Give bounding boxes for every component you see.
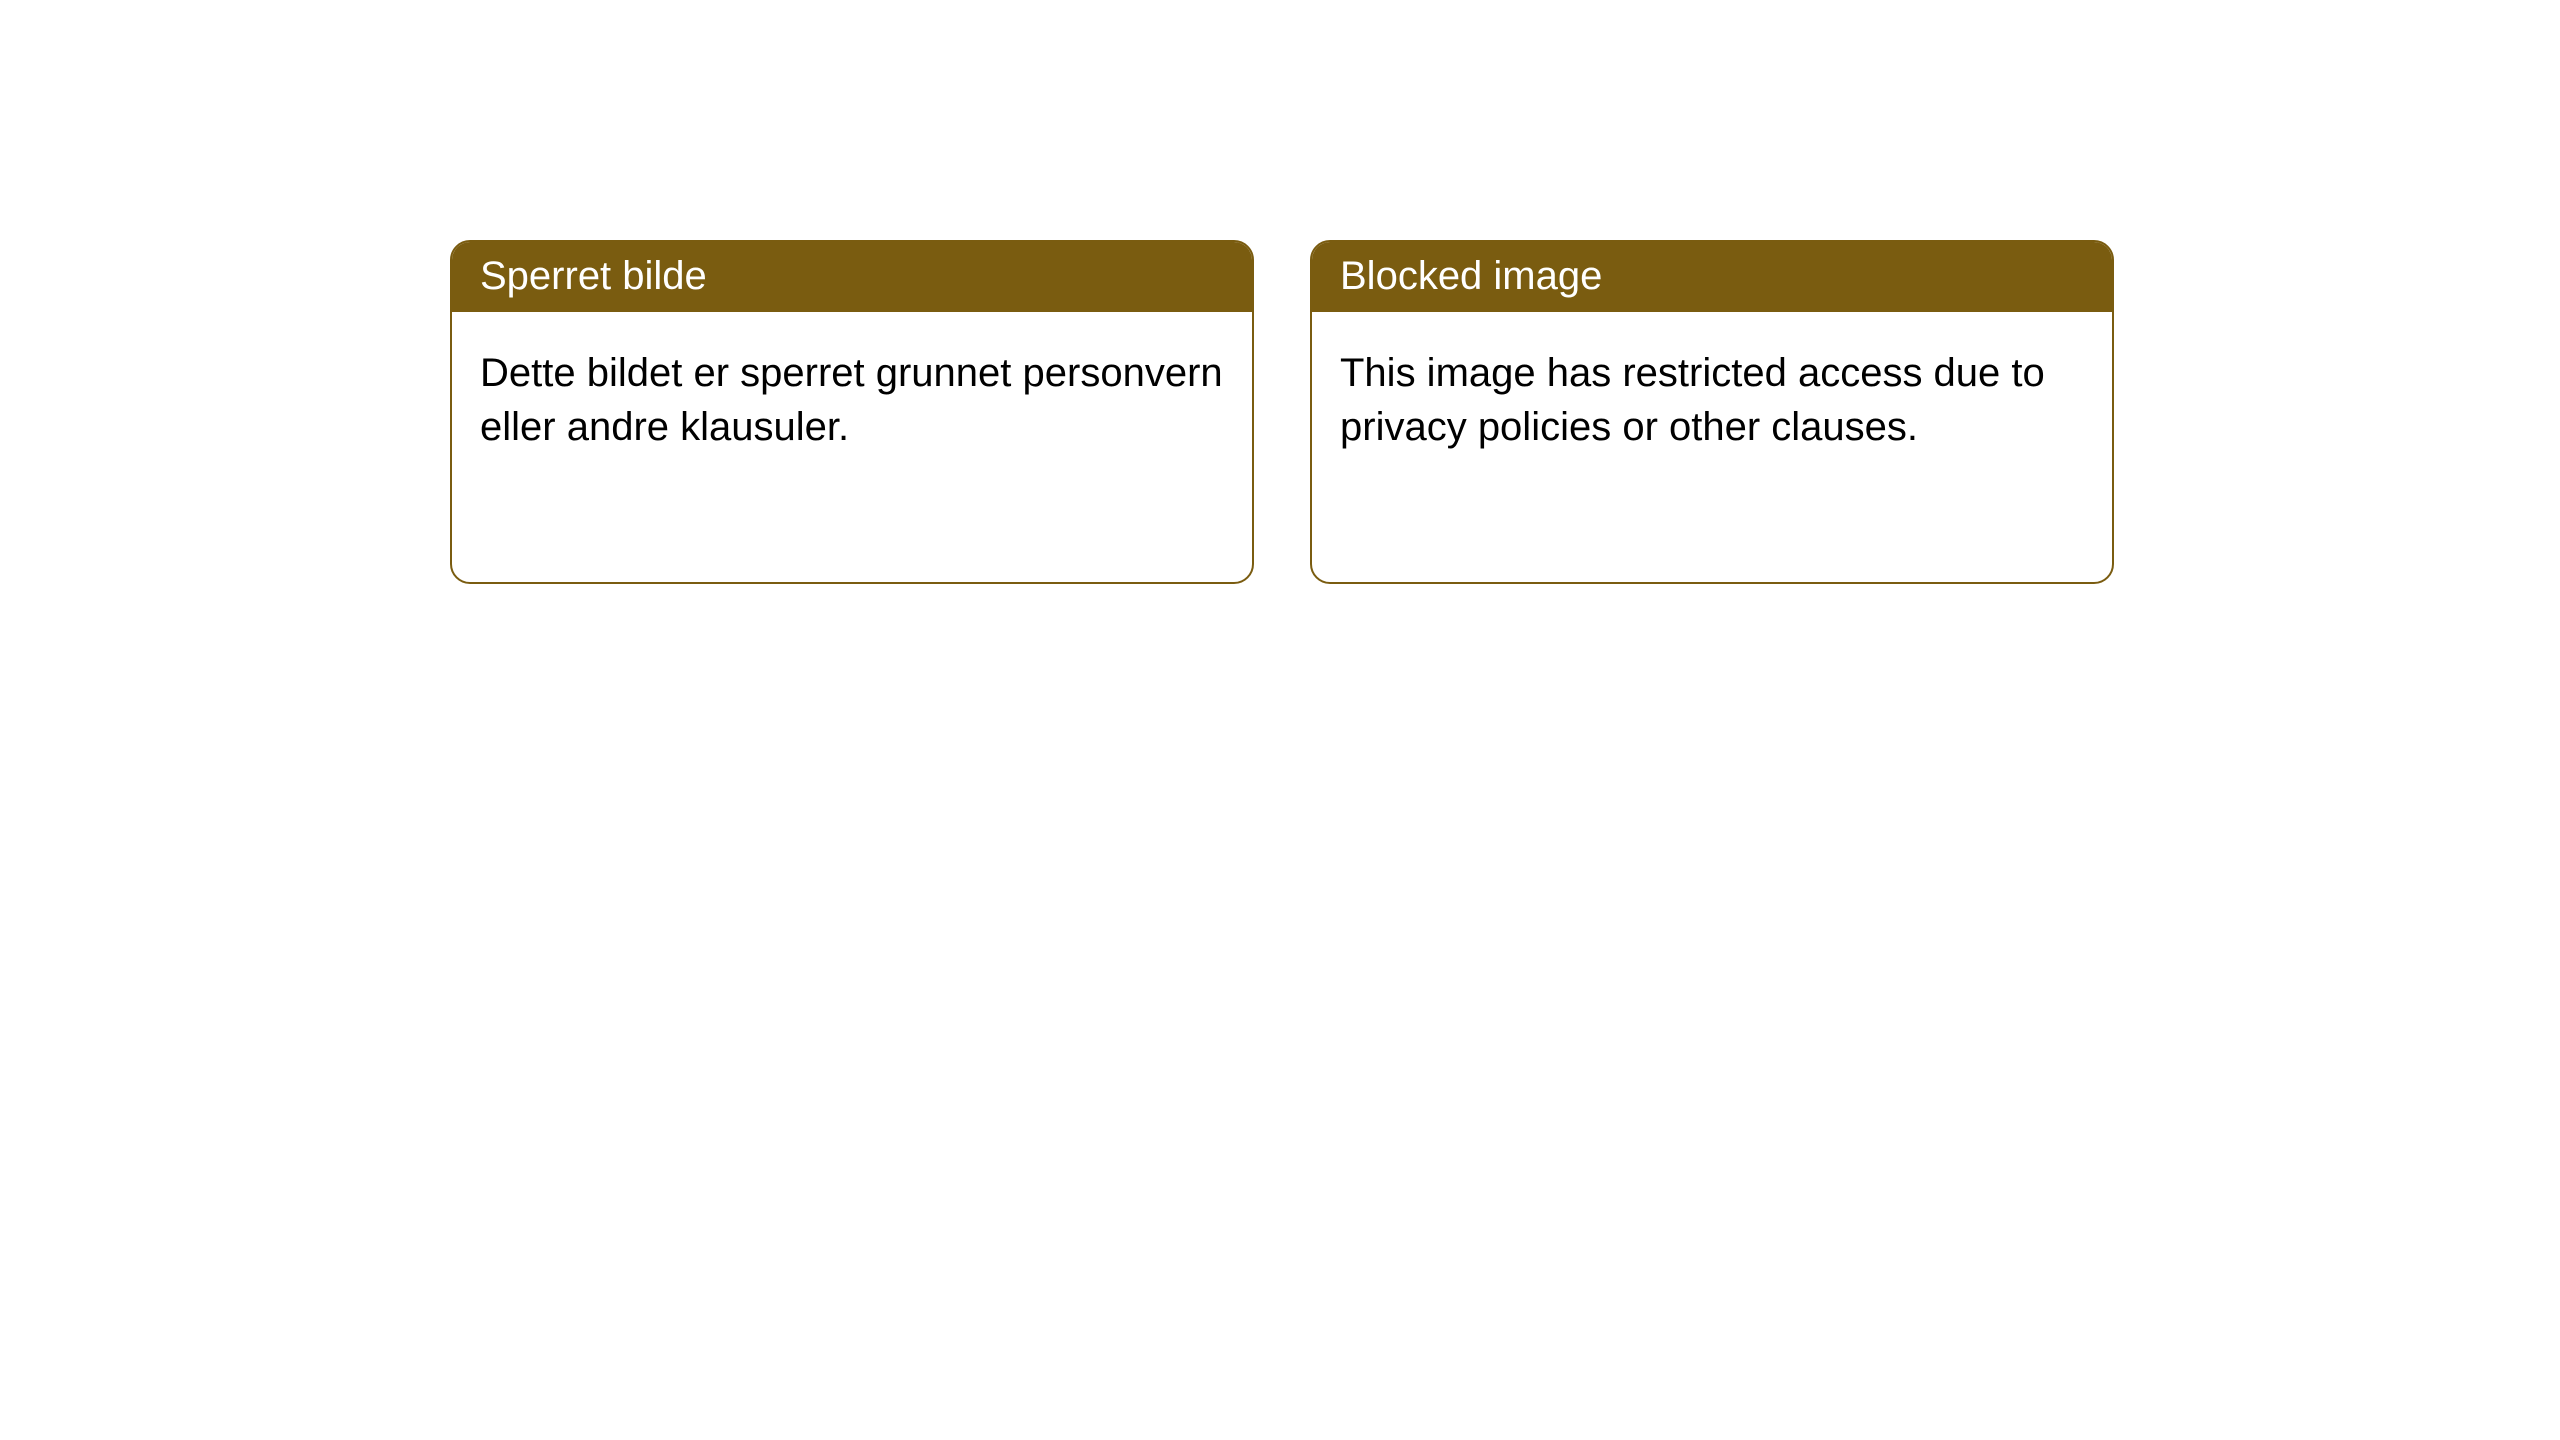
notice-body: Dette bildet er sperret grunnet personve… — [452, 312, 1252, 582]
notice-title: Blocked image — [1312, 242, 2112, 312]
notice-title: Sperret bilde — [452, 242, 1252, 312]
notice-container: Sperret bilde Dette bildet er sperret gr… — [0, 0, 2560, 584]
notice-card-norwegian: Sperret bilde Dette bildet er sperret gr… — [450, 240, 1254, 584]
notice-card-english: Blocked image This image has restricted … — [1310, 240, 2114, 584]
notice-body: This image has restricted access due to … — [1312, 312, 2112, 582]
